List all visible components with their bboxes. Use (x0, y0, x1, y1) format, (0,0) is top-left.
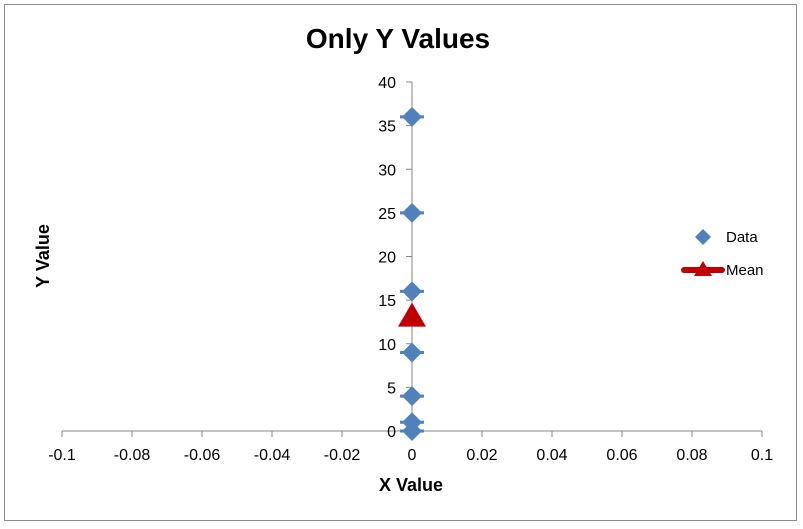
data-point-diamond (402, 386, 422, 407)
y-tick-label: 20 (378, 250, 396, 267)
chart-title: Only Y Values (306, 23, 490, 54)
x-axis-ticks: -0.1 -0.08 -0.06 -0.04 -0.02 0 0.02 0.04 0.06 0.0… (48, 431, 773, 464)
x-tick-label: 0 (408, 447, 417, 464)
x-tick-label: -0.04 (254, 447, 291, 464)
legend-data-marker (695, 229, 711, 245)
x-axis-title: X Value (379, 475, 443, 495)
mean-point-triangle (398, 302, 426, 327)
x-tick-label: -0.1 (48, 447, 76, 464)
y-axis-title: Y Value (33, 224, 53, 288)
x-tick-label: -0.08 (114, 447, 151, 464)
x-tick-label: 0.1 (751, 447, 773, 464)
data-point-diamond (402, 106, 422, 127)
y-tick-label: 25 (378, 206, 396, 223)
chart-frame (4, 4, 797, 521)
x-tick-label: -0.02 (324, 447, 361, 464)
x-tick-label: 0.06 (606, 447, 637, 464)
y-tick-label: 30 (378, 162, 396, 179)
y-axis-ticks: 0 5 10 15 20 25 30 35 40 (378, 75, 412, 441)
legend-label: Mean (726, 262, 764, 279)
legend-mean-marker (694, 261, 712, 276)
x-tick-label: 0.02 (466, 447, 497, 464)
data-point-diamond (402, 281, 422, 302)
legend-label: Data (726, 229, 758, 246)
data-point-diamond (402, 412, 422, 433)
y-tick-label: 40 (378, 75, 396, 92)
x-tick-label: 0.08 (676, 447, 707, 464)
y-tick-label: 15 (378, 293, 396, 310)
x-tick-label: 0.04 (536, 447, 567, 464)
data-marks (398, 106, 426, 441)
y-tick-label: 10 (378, 337, 396, 354)
y-tick-label: 35 (378, 119, 396, 136)
legend: Data Mean (681, 229, 764, 279)
y-tick-label: 5 (387, 380, 396, 397)
y-tick-label: 0 (387, 424, 396, 441)
data-point-diamond (402, 342, 422, 363)
x-tick-label: -0.06 (184, 447, 221, 464)
data-point-diamond (402, 202, 422, 223)
